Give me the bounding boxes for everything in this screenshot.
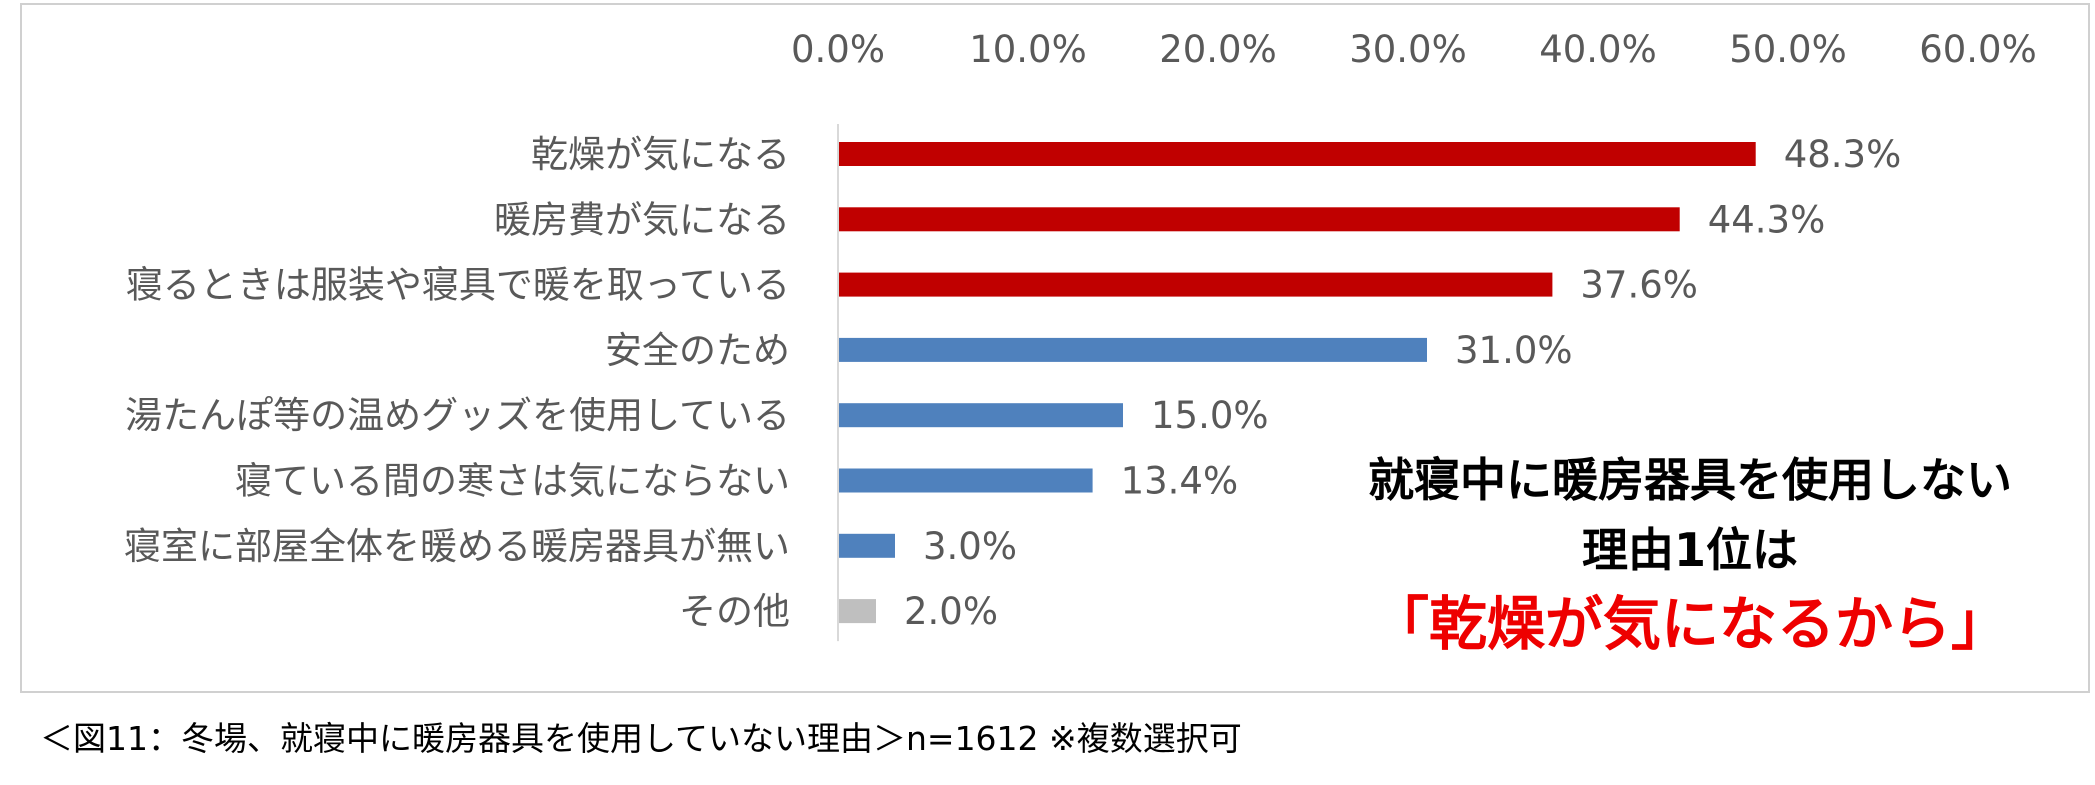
value-label: 3.0% (923, 525, 1017, 568)
x-tick-label: 20.0% (1159, 28, 1277, 71)
callout: 就寝中に暖房器具を使用しない 理由1位は 「乾燥が気になるから」 (1300, 445, 2080, 663)
category-label: 乾燥が気になる (531, 133, 790, 176)
x-tick-label: 50.0% (1729, 28, 1847, 71)
bar (839, 599, 876, 624)
value-label: 48.3% (1784, 133, 1902, 176)
x-tick-label: 40.0% (1539, 28, 1657, 71)
category-label: 寝るときは服装や寝具で暖を取っている (126, 264, 790, 307)
chart-frame (20, 3, 2090, 693)
x-tick-label: 10.0% (969, 28, 1087, 71)
x-tick-label: 60.0% (1919, 28, 2037, 71)
value-label: 31.0% (1455, 329, 1573, 372)
value-label: 13.4% (1121, 460, 1239, 503)
bar (839, 142, 1756, 166)
value-label: 37.6% (1580, 264, 1698, 307)
bar (839, 207, 1680, 232)
x-tick-label: 0.0% (791, 28, 885, 71)
callout-line-2: 理由1位は (1581, 523, 1798, 577)
bar (839, 403, 1123, 428)
category-label: 寝室に部屋全体を暖める暖房器具が無い (124, 525, 790, 568)
value-label: 44.3% (1708, 198, 1826, 241)
callout-highlight: 「乾燥が気になるから」 (1370, 590, 2009, 658)
category-label: 安全のため (605, 329, 790, 372)
bar-chart: 0.0% 10.0% 20.0% 30.0% 40.0% 50.0% 60.0% 乾燥が気にな… (124, 28, 2037, 642)
category-label: その他 (679, 590, 790, 633)
bar (839, 533, 895, 558)
bar (839, 337, 1427, 362)
bar (839, 468, 1093, 493)
value-label: 15.0% (1151, 394, 1269, 437)
category-label: 寝ている間の寒さは気にならない (235, 460, 790, 503)
value-label: 2.0% (904, 590, 998, 633)
category-label: 湯たんぽ等の温めグッズを使用している (125, 394, 790, 437)
x-tick-label: 30.0% (1349, 28, 1467, 71)
category-label: 暖房費が気になる (494, 198, 790, 241)
bar (839, 272, 1553, 297)
callout-line-1: 就寝中に暖房器具を使用しない (1368, 453, 2012, 507)
figure-caption: ＜図11：冬場、就寝中に暖房器具を使用していない理由＞n=1612 ※複数選択可 (40, 719, 1242, 758)
